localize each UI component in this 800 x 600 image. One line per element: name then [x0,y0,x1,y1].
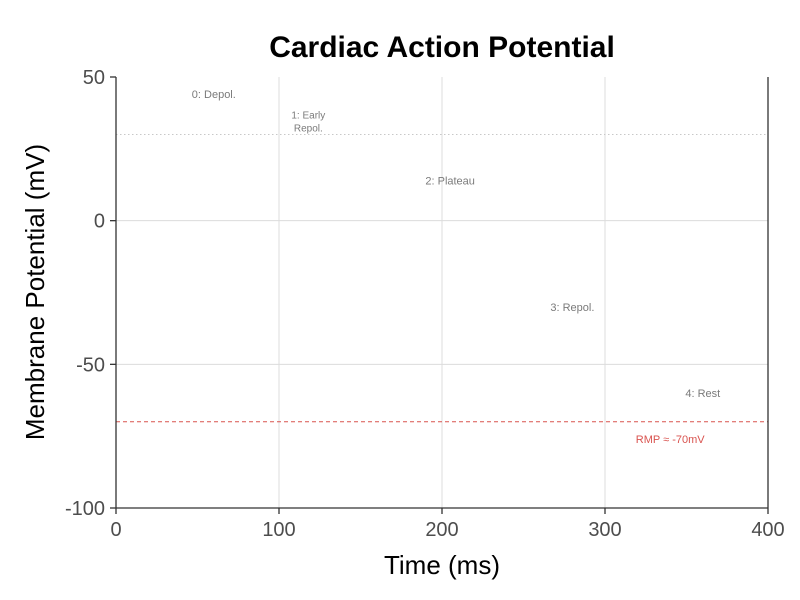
x-tick-label: 0 [110,519,121,541]
phase-annotation: 1: Early [291,110,325,121]
x-axis-title: Time (ms) [384,550,500,580]
phase-annotation: 0: Depol. [192,89,236,101]
y-tick-label: 50 [83,67,105,89]
x-tick-label: 200 [425,519,458,541]
y-tick-label: -50 [76,354,105,376]
x-tick-label: 300 [588,519,621,541]
y-tick-label: 0 [94,211,105,233]
x-tick-label: 400 [751,519,784,541]
y-axis-title: Membrane Potential (mV) [20,144,50,440]
phase-annotation: 4: Rest [685,388,720,400]
x-tick-label: 100 [262,519,295,541]
plot-area: RMP ≈ -70mV 0 100 200 300 400 -100 -50 0 50 0: Dep… [65,67,785,541]
phase-annotation: Repol. [294,123,323,134]
y-tick-label: -100 [65,498,105,520]
rmp-label: RMP ≈ -70mV [636,434,705,446]
phase-annotation: 3: Repol. [550,302,594,314]
chart-title: Cardiac Action Potential [269,31,615,64]
phase-annotation: 2: Plateau [425,175,475,187]
